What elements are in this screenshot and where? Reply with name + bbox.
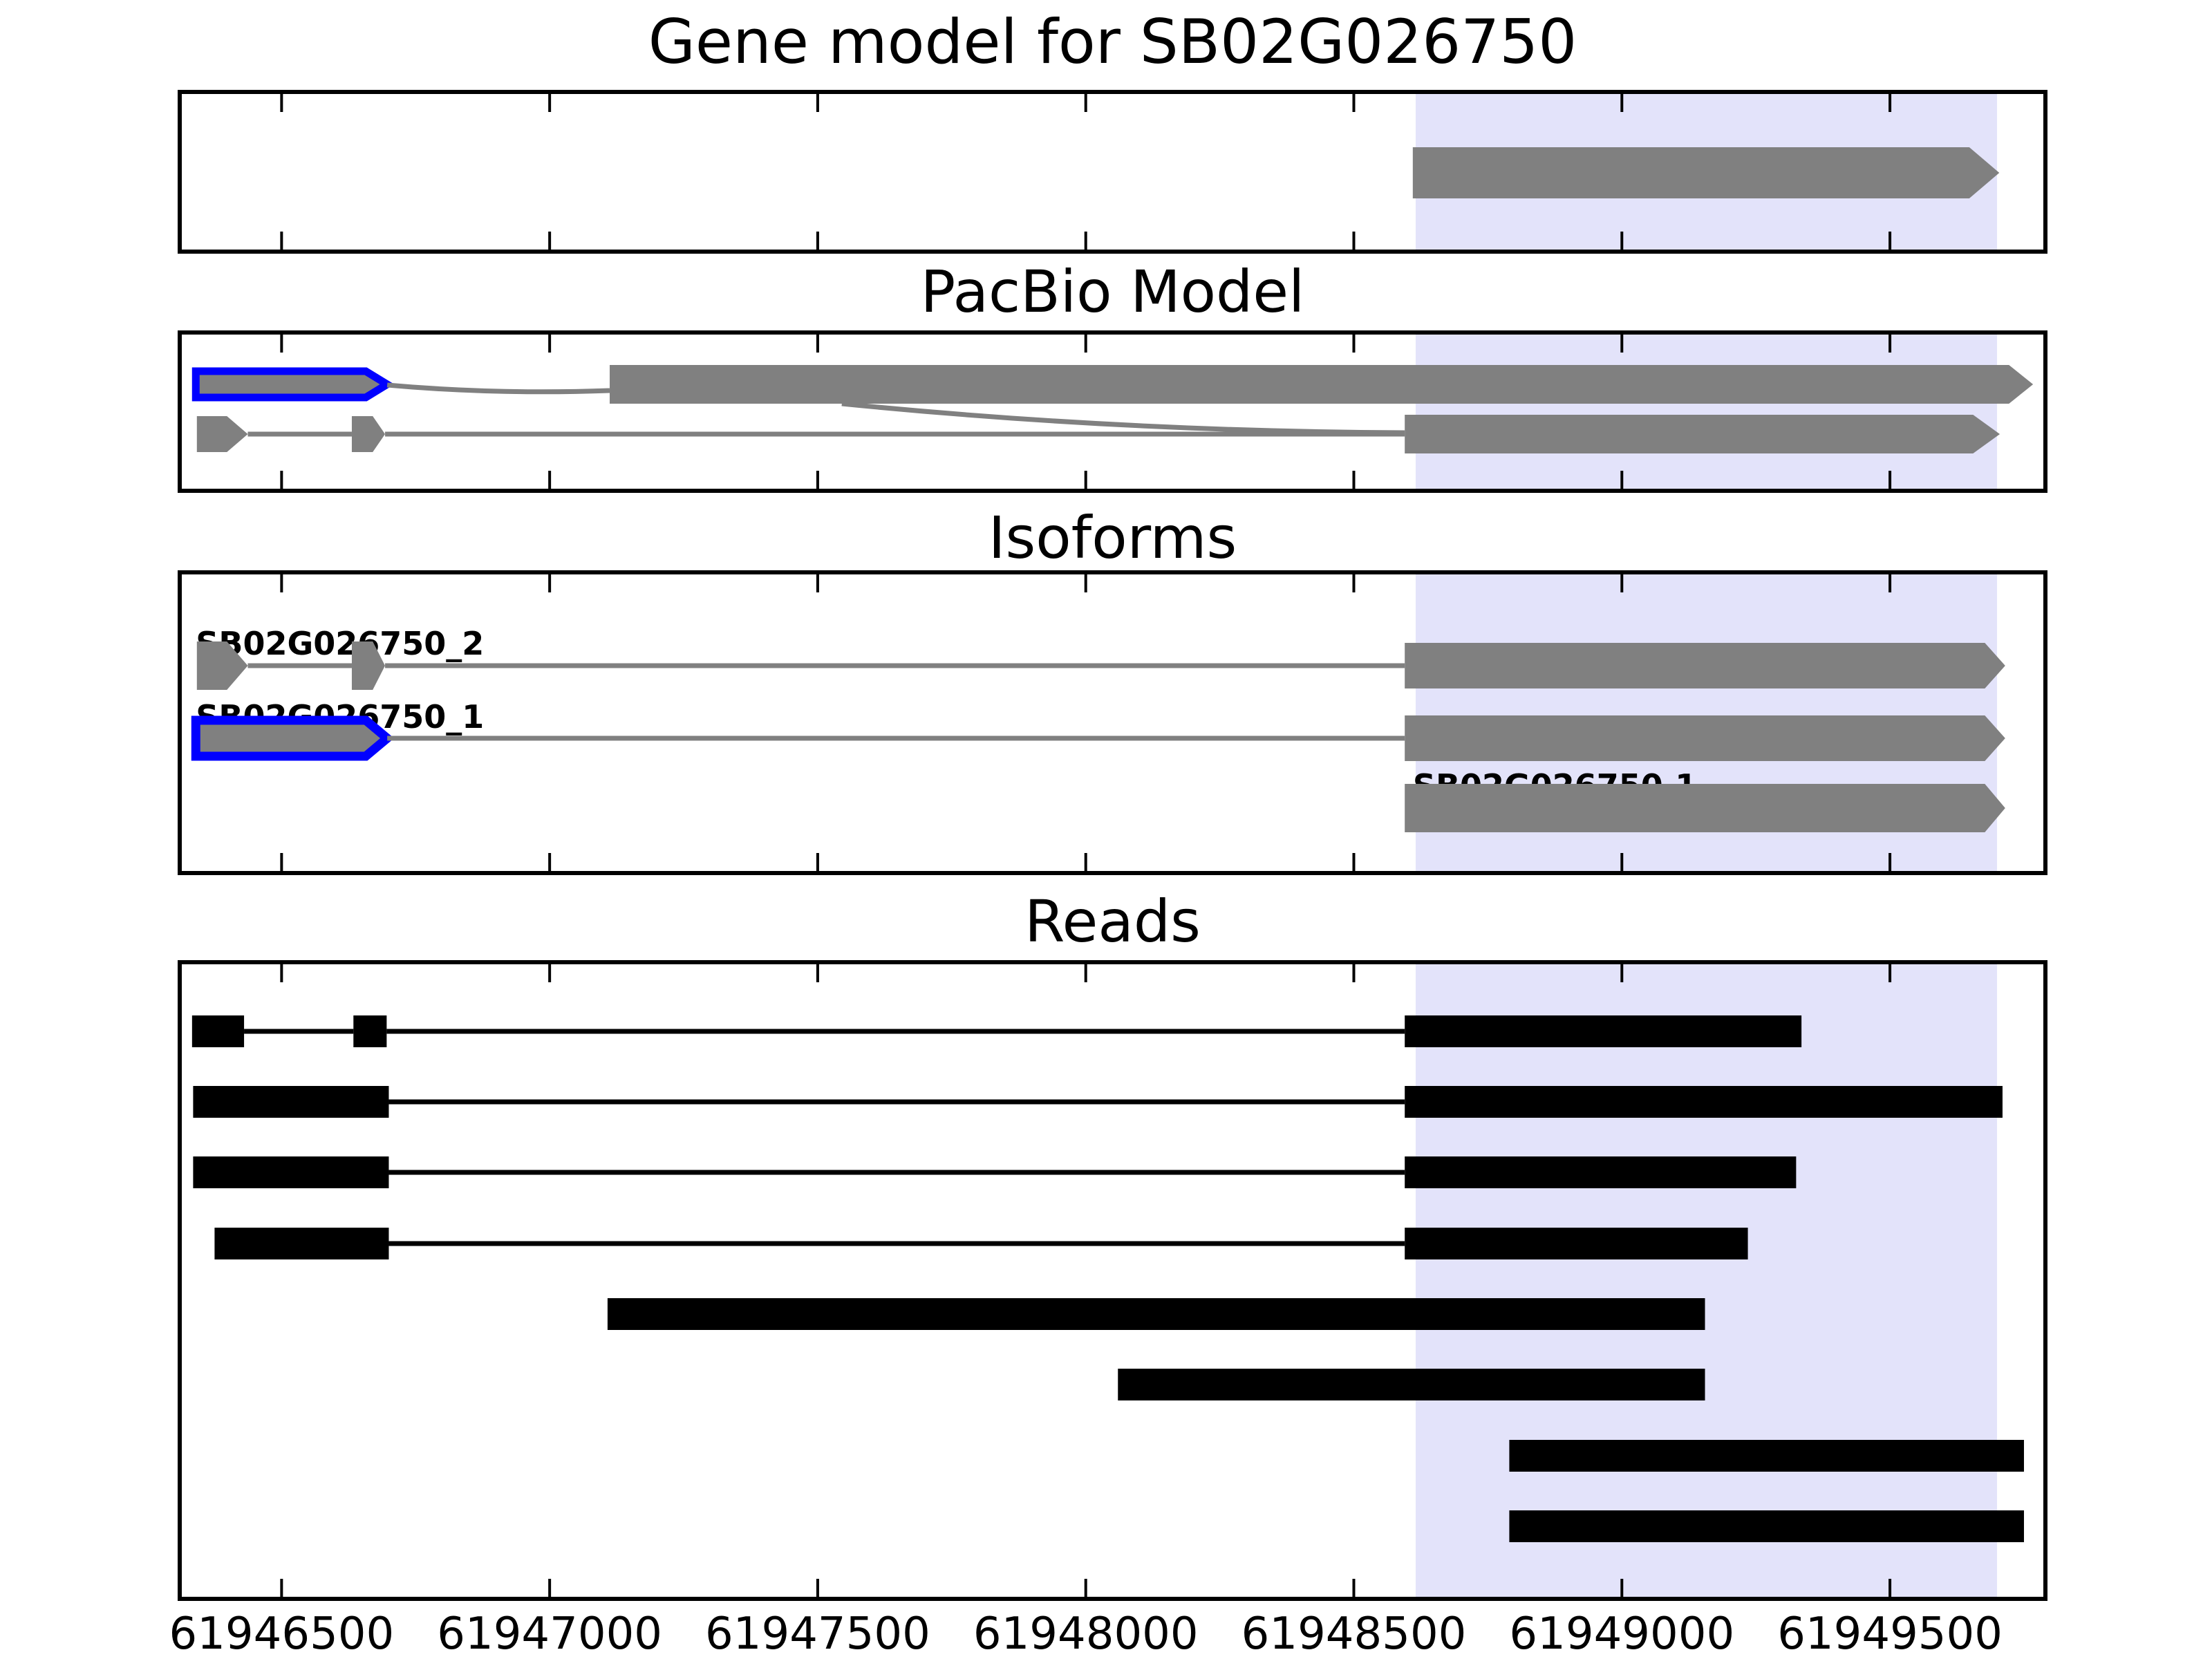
read-2-exon-2 xyxy=(1405,1086,2003,1118)
isoform2-exon1 xyxy=(196,641,248,690)
x-tick-label: 61949500 xyxy=(1777,1609,2003,1659)
read-4-exon-1 xyxy=(214,1228,389,1259)
panel-gene-model xyxy=(178,90,2047,254)
pacbio-iso2-last-exon xyxy=(1405,415,2000,453)
gene-model-arrow xyxy=(1412,147,2000,198)
isoform1-last-exon xyxy=(1405,715,2005,761)
read-1-exon-2 xyxy=(353,1015,387,1047)
read-5-exon-1 xyxy=(607,1298,1705,1330)
panel-title-isoforms: Isoforms xyxy=(988,504,1237,572)
read-3-exon-1 xyxy=(193,1156,389,1188)
pacbio-iso1-first-exon-selected xyxy=(191,367,395,402)
read-8-exon-1 xyxy=(1509,1510,2024,1542)
isoform2-last-exon xyxy=(1405,643,2005,688)
panel-reads xyxy=(178,960,2047,1601)
read-6-exon-1 xyxy=(1118,1369,1705,1400)
panel-border xyxy=(178,570,2047,875)
read-1-exon-3 xyxy=(1405,1015,1802,1047)
x-tick-label: 61947000 xyxy=(437,1609,663,1659)
panel-isoforms: SB02G026750_2SB02G026750_1SB02G026750.1 xyxy=(178,570,2047,875)
panel-border xyxy=(178,330,2047,493)
x-tick-label: 61946500 xyxy=(169,1609,395,1659)
read-7-exon-1 xyxy=(1509,1440,2024,1472)
pacbio-iso1-intron-curve xyxy=(386,382,610,395)
pacbio-iso2-exon1 xyxy=(196,416,248,452)
pacbio-splice-curve xyxy=(841,401,1405,435)
pacbio-iso1-long-exon xyxy=(610,365,2034,404)
panel-border xyxy=(178,960,2047,1601)
reference-isoform-exon xyxy=(1405,784,2005,832)
x-tick-label: 61948000 xyxy=(973,1609,1199,1659)
highlight-region xyxy=(1415,332,1998,491)
x-tick-label: 61947500 xyxy=(705,1609,930,1659)
isoform2-exon2 xyxy=(351,641,386,690)
figure-title: Gene model for SB02G026750 xyxy=(648,6,1577,77)
read-1-exon-1 xyxy=(191,1015,245,1047)
panel-title-pacbio-model: PacBio Model xyxy=(920,258,1305,326)
x-tick-label: 61948500 xyxy=(1241,1609,1467,1659)
read-4-exon-2 xyxy=(1405,1228,1748,1259)
panel-title-reads: Reads xyxy=(1024,888,1201,955)
isoform-label-sb02g026750_2: SB02G026750_2 xyxy=(196,625,484,662)
panel-pacbio-model xyxy=(178,330,2047,493)
highlight-region xyxy=(1415,962,1998,1599)
read-3-exon-2 xyxy=(1405,1156,1797,1188)
panel-border xyxy=(178,90,2047,254)
isoform1-first-exon-selected xyxy=(191,715,395,761)
pacbio-iso2-exon2 xyxy=(351,416,386,452)
x-tick-label: 61949000 xyxy=(1509,1609,1735,1659)
read-2-exon-1 xyxy=(193,1086,389,1118)
